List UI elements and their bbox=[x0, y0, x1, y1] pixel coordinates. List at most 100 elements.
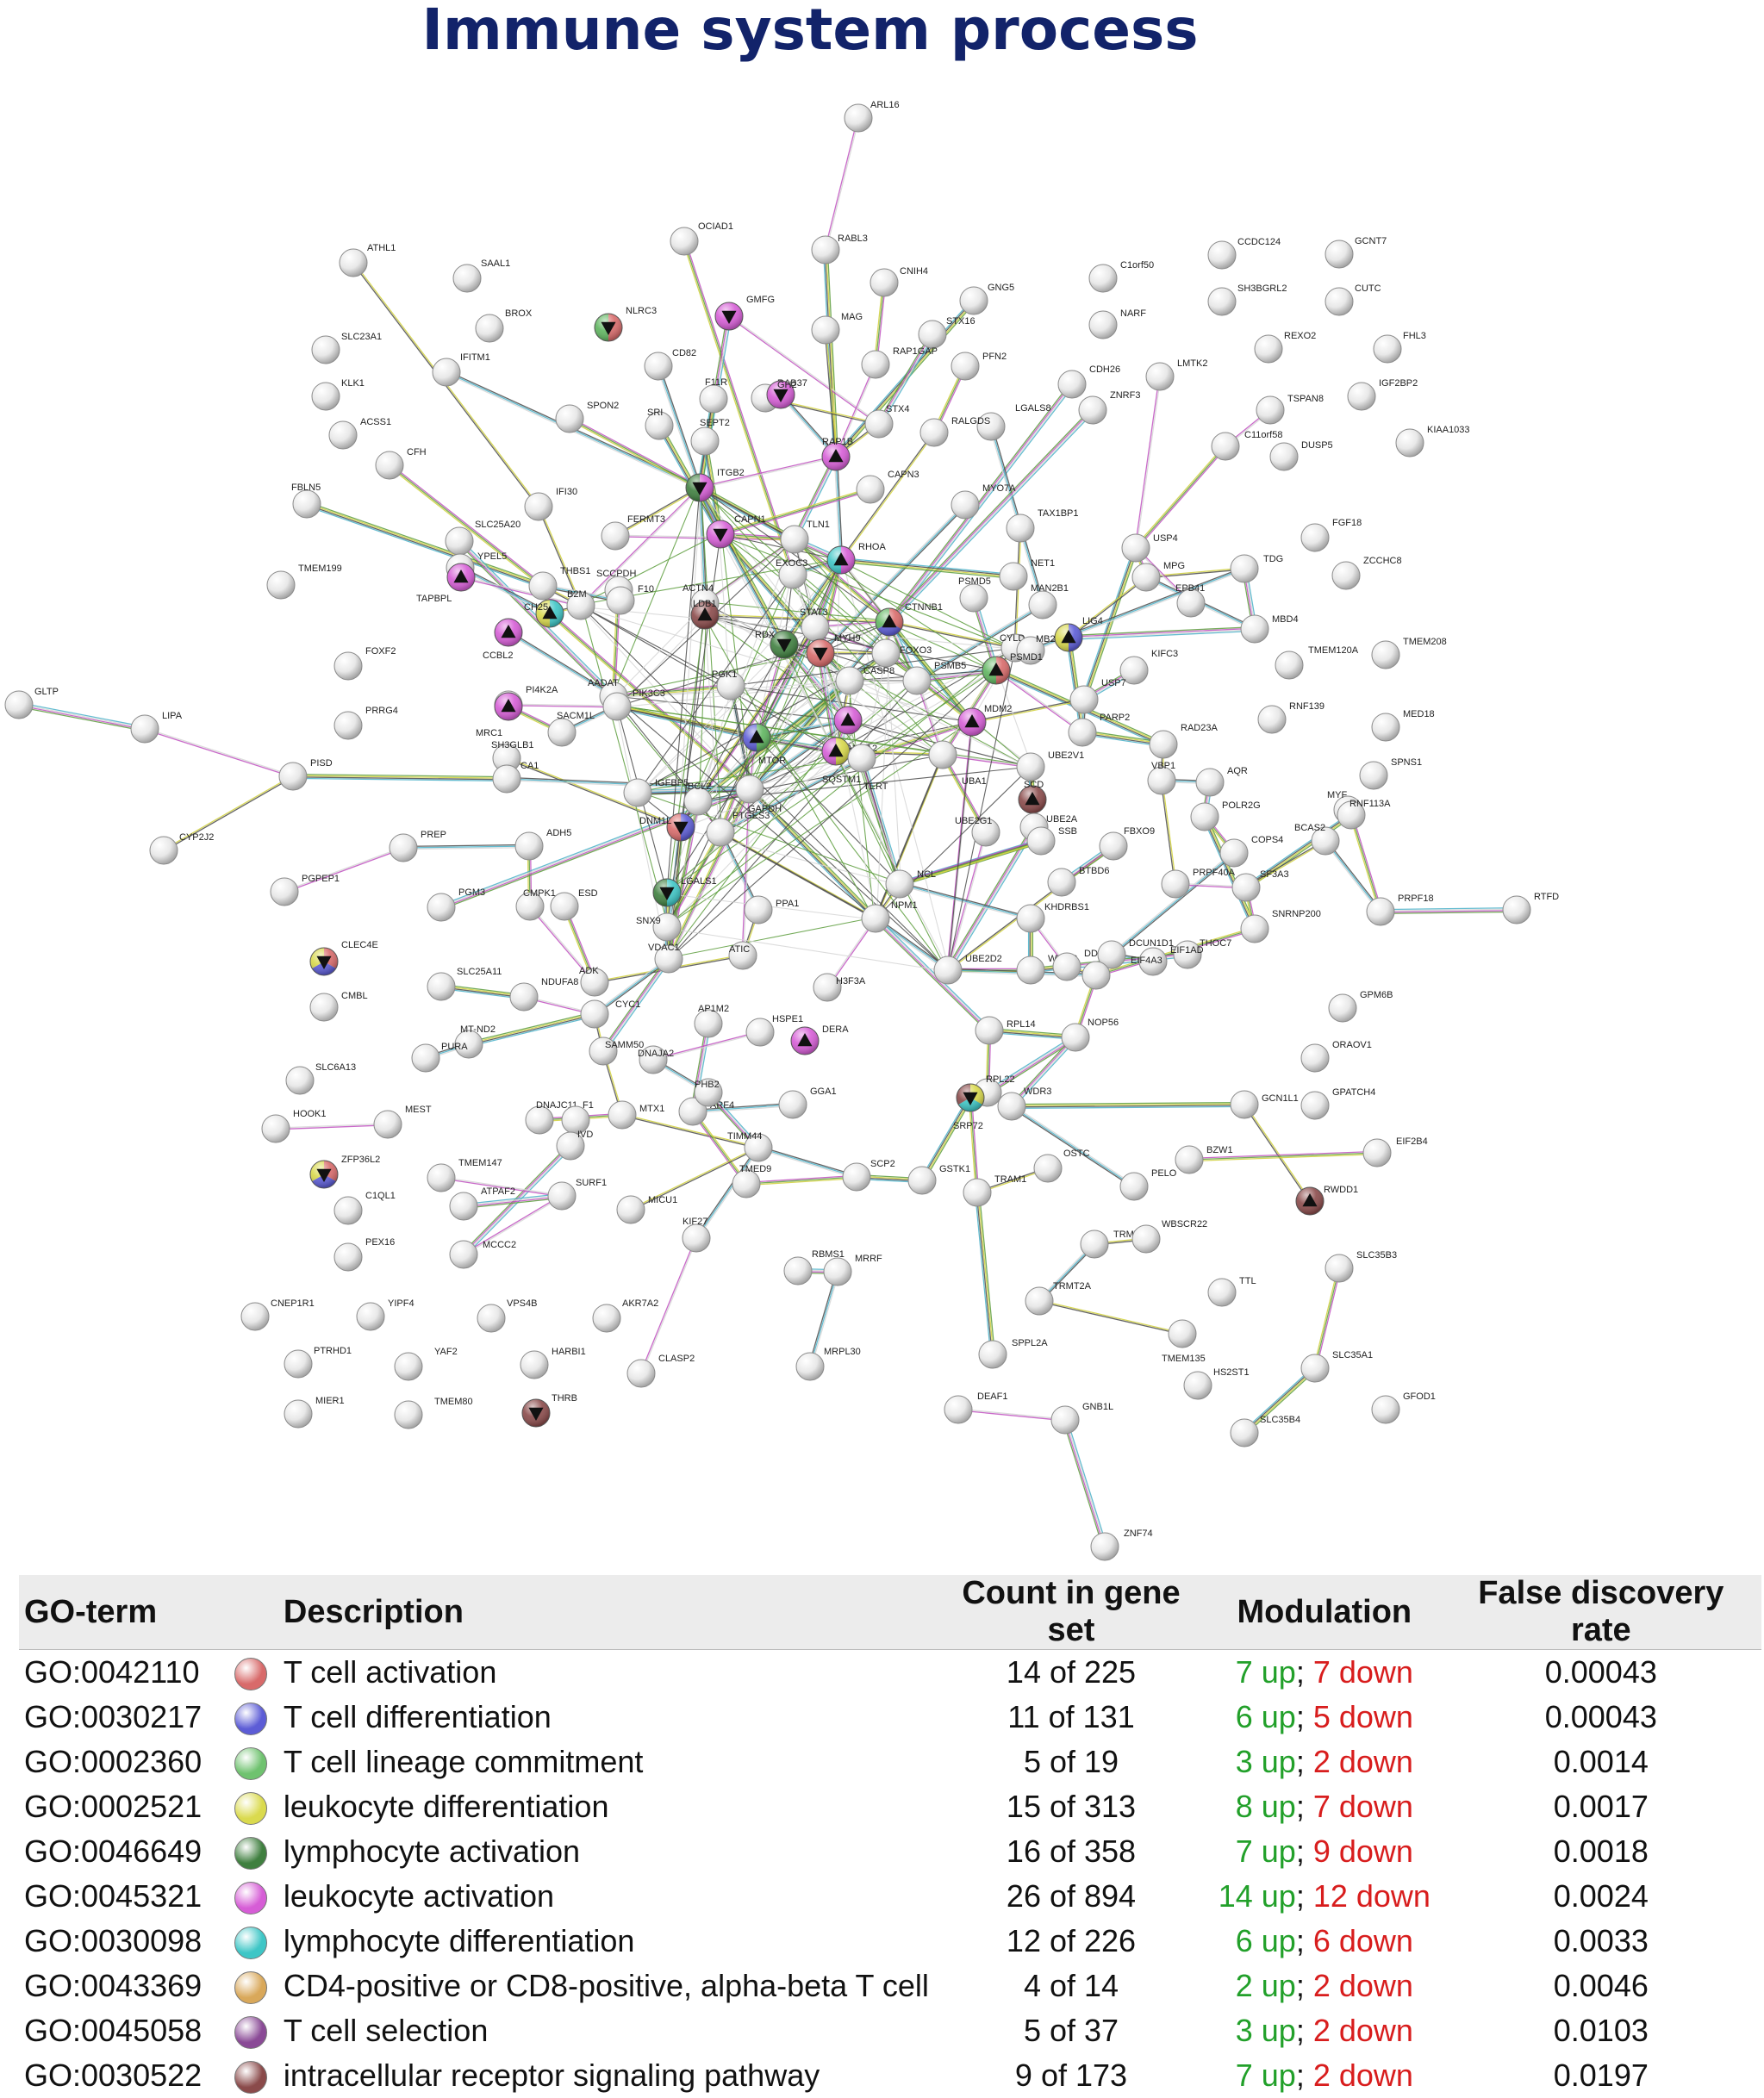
gene-label: OSTC bbox=[1063, 1149, 1090, 1159]
go-term-id: GO:0002521 bbox=[24, 1789, 203, 1824]
node-sphere bbox=[333, 711, 363, 740]
gene-node: ZFP36L2 bbox=[309, 1155, 380, 1189]
interaction-edge bbox=[699, 487, 706, 604]
interaction-edge bbox=[819, 503, 965, 653]
gene-node: ZNRF3 bbox=[1078, 390, 1140, 425]
modulation-down: 2 down bbox=[1312, 2058, 1413, 2093]
gene-label: FERMT3 bbox=[627, 514, 665, 525]
gene-label: PGK1 bbox=[712, 669, 737, 680]
modulation-separator: ; bbox=[1295, 1789, 1313, 1824]
node-sphere bbox=[1138, 947, 1168, 976]
interaction-edge bbox=[1325, 839, 1382, 912]
gene-label: VPS4B bbox=[507, 1298, 537, 1309]
interaction-edge bbox=[1084, 548, 1138, 700]
node-sphere bbox=[1371, 713, 1400, 742]
node-sphere bbox=[1347, 382, 1376, 411]
gene-label: MYO7A bbox=[982, 483, 1016, 494]
gene-node: RBMS1 bbox=[783, 1249, 845, 1286]
interaction-edge bbox=[638, 791, 901, 884]
go-term-count: 5 of 19 bbox=[1023, 1744, 1119, 1779]
interaction-edge bbox=[666, 652, 821, 893]
go-term-color-cell bbox=[224, 1964, 278, 2008]
gene-label: PREP bbox=[421, 830, 446, 840]
interaction-edge bbox=[706, 440, 724, 534]
node-sphere bbox=[1371, 1395, 1400, 1424]
go-term-fdr: 0.0014 bbox=[1553, 1744, 1649, 1779]
modulation-up: 7 up bbox=[1235, 1833, 1296, 1869]
go-term-count: 14 of 225 bbox=[1006, 1654, 1137, 1690]
go-term-modulation: 14 up; 12 down bbox=[1208, 1874, 1441, 1919]
interaction-edge bbox=[946, 721, 972, 970]
interaction-edge bbox=[900, 841, 1042, 887]
node-sphere bbox=[735, 775, 764, 804]
node-sphere bbox=[1026, 826, 1056, 856]
interaction-edge bbox=[750, 560, 843, 790]
interaction-edge bbox=[860, 758, 900, 885]
gene-node: C11orf58 bbox=[1211, 430, 1282, 461]
gene-label: THOC7 bbox=[1200, 938, 1231, 949]
interaction-edge bbox=[658, 365, 701, 489]
gene-node: ADK bbox=[579, 966, 609, 997]
gene-label: ADK bbox=[579, 966, 599, 976]
legend-row: GO:0002521 leukocyte differentiation 15 of… bbox=[19, 1784, 1761, 1829]
node-sphere bbox=[933, 956, 963, 985]
node-sphere bbox=[1069, 685, 1099, 714]
go-term-fdr: 0.0018 bbox=[1553, 1833, 1649, 1869]
interaction-edge bbox=[889, 384, 1074, 623]
node-sphere bbox=[997, 1092, 1026, 1121]
interaction-edge bbox=[840, 560, 1015, 650]
gene-label: MTOR bbox=[758, 756, 786, 766]
go-term-fdr: 0.0033 bbox=[1553, 1923, 1649, 1958]
interaction-edge bbox=[1188, 1152, 1378, 1161]
interaction-edge bbox=[836, 456, 844, 560]
node-sphere bbox=[328, 420, 358, 450]
interaction-edge bbox=[750, 788, 877, 918]
gene-node: EPB41 bbox=[1175, 583, 1206, 618]
gene-label: HARBI1 bbox=[552, 1347, 586, 1357]
gene-label: COPS4 bbox=[1251, 835, 1283, 845]
interaction-edge bbox=[1246, 841, 1326, 889]
legend-row: GO:0030217 T cell differentiation 11 of 13… bbox=[19, 1695, 1761, 1740]
gene-label: GMFG bbox=[746, 295, 775, 305]
interaction-edge bbox=[701, 486, 787, 644]
go-term-color-swatch bbox=[234, 2061, 268, 2095]
gene-label: DERA bbox=[822, 1024, 849, 1035]
gene-label: ADH5 bbox=[546, 828, 571, 838]
gene-label: IGFBP5 bbox=[655, 778, 689, 788]
interaction-edge bbox=[1381, 910, 1518, 913]
interaction-edge bbox=[292, 776, 507, 781]
interaction-edge bbox=[695, 1147, 759, 1239]
interaction-edge bbox=[667, 603, 707, 893]
interaction-edge bbox=[630, 1146, 758, 1210]
go-term-fdr: 0.0024 bbox=[1553, 1878, 1649, 1914]
gene-label: LDB1 bbox=[693, 599, 717, 609]
gene-label: EIF4A3 bbox=[1131, 956, 1162, 966]
gene-label: TIMM44 bbox=[727, 1131, 762, 1142]
node-sphere bbox=[524, 492, 553, 521]
interaction-edge bbox=[889, 410, 1094, 624]
gene-node: CMPK1 bbox=[515, 888, 556, 921]
gene-label: ZCCHC8 bbox=[1363, 556, 1402, 566]
interaction-edge bbox=[968, 1098, 977, 1193]
node-sphere bbox=[1211, 432, 1240, 461]
node-sphere bbox=[639, 1045, 668, 1074]
gene-node: MT-ND2 bbox=[454, 1024, 496, 1059]
gene-node: NLRC3 bbox=[594, 306, 657, 342]
node-sphere bbox=[951, 352, 980, 381]
gene-node: SLC35B3 bbox=[1325, 1250, 1397, 1283]
modulation-down: 6 down bbox=[1312, 1923, 1413, 1958]
modulation-separator: ; bbox=[1295, 2058, 1313, 2093]
interaction-edge bbox=[917, 605, 1044, 682]
up-regulated-triangle-icon bbox=[840, 713, 856, 726]
down-regulated-triangle-icon bbox=[773, 389, 789, 402]
go-term-color-cell bbox=[224, 2008, 278, 2053]
gene-node: SSB bbox=[1026, 826, 1077, 856]
node-sphere bbox=[356, 1302, 385, 1331]
interaction-edge bbox=[947, 647, 1016, 971]
gene-label: REXO2 bbox=[1284, 331, 1316, 341]
node-sphere bbox=[1331, 561, 1361, 590]
gene-label: MICU1 bbox=[648, 1195, 677, 1205]
gene-label: FOXO3 bbox=[900, 645, 932, 656]
interaction-edge bbox=[1350, 814, 1381, 912]
go-term-modulation: 6 up; 6 down bbox=[1208, 1919, 1441, 1964]
